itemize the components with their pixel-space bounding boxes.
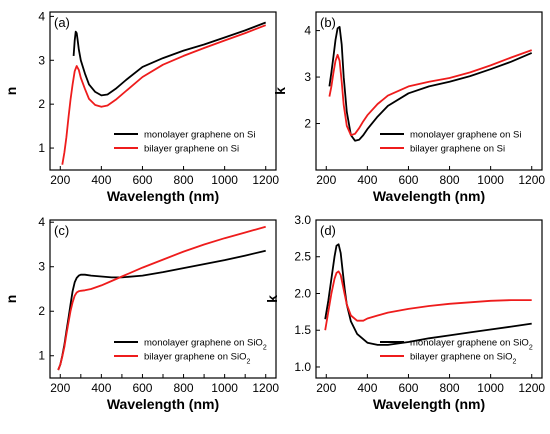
panel-b-panel-label: (b) (320, 15, 336, 30)
panel-c-y-tick-label: 1 (38, 349, 45, 363)
panel-b-x-tick-label: 800 (440, 173, 460, 187)
panel-a-x-tick-label: 1200 (252, 173, 279, 187)
panel-d-y-axis-label: k (264, 295, 280, 303)
panel-b-series-monolayer-line (328, 25, 533, 142)
panel-d-x-tick-label: 1200 (518, 381, 545, 395)
panel-d-x-tick-label: 1000 (477, 381, 504, 395)
panel-d-x-tick-label: 800 (440, 381, 460, 395)
panel-a-y-tick-label: 1 (38, 141, 45, 155)
panel-d-x-tick-label: 400 (357, 381, 377, 395)
panel-c-legend-entry: monolayer graphene on SiO2 (144, 338, 267, 352)
panel-c-x-tick-label: 800 (174, 381, 194, 395)
panel-a-legend-entry: monolayer graphene on Si (144, 130, 255, 141)
panel-d-x-tick-label: 600 (398, 381, 418, 395)
panel-c-y-tick-label: 4 (38, 215, 45, 229)
panel-b-x-tick-label: 400 (357, 173, 377, 187)
panel-b-x-tick-label: 1000 (477, 173, 504, 187)
panel-b-x-tick-label: 600 (398, 173, 418, 187)
panel-c-x-tick-label: 1200 (252, 381, 279, 395)
panel-d-x-axis-label: Wavelength (nm) (373, 396, 485, 412)
panel-d-y-tick-label: 1.0 (294, 360, 311, 374)
panel-b-y-axis-label: k (272, 87, 288, 95)
panel-b-legend-entry: bilayer graphene on Si (410, 144, 505, 155)
panel-c-series-bilayer-line (57, 225, 266, 371)
panel-d-y-tick-label: 1.5 (294, 323, 311, 337)
panel-d: 200 400 600 800 1000 1200 1.0 1.5 2.0 2.5 3.0 Wavel… (264, 213, 545, 412)
panel-d-y-tick-label: 3.0 (294, 213, 311, 227)
panel-d-x-tick-label: 200 (316, 381, 336, 395)
panel-b-y-tick-label: 4 (304, 24, 311, 38)
panel-c-y-tick-label: 3 (38, 260, 45, 274)
panel-c-x-tick-label: 1000 (211, 381, 238, 395)
panel-a-x-tick-label: 800 (174, 173, 194, 187)
panel-a: 200 400 600 800 1000 1200 1 2 3 4 Wavelength (nm) n… (3, 9, 279, 204)
panel-d-legend-entry: monolayer graphene on SiO2 (410, 338, 533, 352)
panel-a-x-tick-label: 1000 (211, 173, 238, 187)
panel-a-y-tick-label: 4 (38, 9, 45, 23)
panel-a-x-axis-label: Wavelength (nm) (107, 188, 219, 204)
panel-b-x-tick-label: 1200 (518, 173, 545, 187)
panel-d-axes-frame (315, 219, 543, 379)
panel-d-series-bilayer-line (324, 270, 532, 331)
panel-a-series-bilayer-line (61, 24, 267, 165)
panel-a-y-axis-label: n (3, 87, 19, 96)
panel-a-x-tick-label: 200 (50, 173, 70, 187)
panel-b-y-tick-label: 2 (304, 117, 311, 131)
panel-a-panel-label: (a) (54, 15, 70, 30)
panel-a-series-monolayer-line (72, 21, 267, 97)
panel-a-y-tick-label: 3 (38, 53, 45, 67)
panel-a-x-tick-label: 600 (132, 173, 152, 187)
panel-b-x-axis-label: Wavelength (nm) (373, 188, 485, 204)
panel-a-legend-entry: bilayer graphene on Si (144, 144, 239, 155)
panel-c-x-tick-label: 600 (132, 381, 152, 395)
panel-b-axes-frame (315, 11, 543, 171)
panel-b-series-bilayer-line (328, 49, 533, 137)
panel-c-x-tick-label: 200 (50, 381, 70, 395)
panel-a-x-tick-label: 400 (91, 173, 111, 187)
panel-c: 200 400 600 800 1000 1200 1 2 3 4 Wavelength (nm) n… (3, 215, 279, 412)
panel-c-legend-entry: bilayer graphene on SiO2 (144, 352, 250, 366)
panel-c-x-tick-label: 400 (91, 381, 111, 395)
panel-b-legend-entry: monolayer graphene on Si (410, 130, 521, 141)
panel-a-axes-frame (49, 11, 277, 171)
panel-c-y-axis-label: n (3, 295, 19, 304)
panel-d-series-monolayer-line (324, 243, 532, 346)
panel-b-y-tick-label: 3 (304, 70, 311, 84)
panel-c-y-tick-label: 2 (38, 304, 45, 318)
panel-b: 200 400 600 800 1000 1200 2 3 4 Wavelength (nm) k (… (272, 11, 545, 204)
panel-a-y-tick-label: 2 (38, 97, 45, 111)
panel-d-y-tick-label: 2.0 (294, 286, 311, 300)
panel-c-x-axis-label: Wavelength (nm) (107, 396, 219, 412)
panel-c-panel-label: (c) (54, 223, 69, 238)
panel-b-x-tick-label: 200 (316, 173, 336, 187)
panel-d-y-tick-label: 2.5 (294, 250, 311, 264)
panel-d-legend-entry: bilayer graphene on SiO2 (410, 352, 516, 366)
panel-d-panel-label: (d) (320, 223, 336, 238)
